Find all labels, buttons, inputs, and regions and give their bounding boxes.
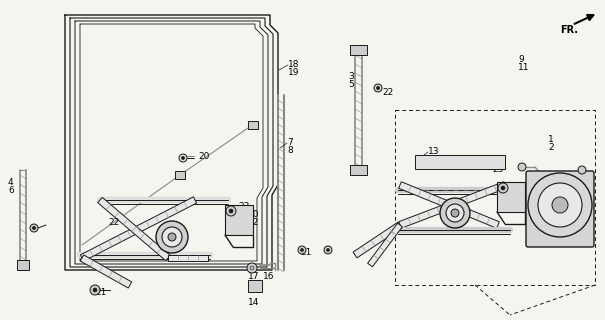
Text: 5: 5 [348, 80, 354, 89]
Text: 7: 7 [287, 138, 293, 147]
Polygon shape [80, 255, 132, 288]
Text: 18: 18 [288, 60, 299, 69]
Text: 23: 23 [238, 202, 249, 211]
FancyBboxPatch shape [350, 165, 367, 175]
Text: 13: 13 [428, 147, 439, 156]
Text: 22: 22 [382, 88, 393, 97]
Text: FR.: FR. [560, 25, 578, 35]
Circle shape [229, 209, 233, 213]
Polygon shape [168, 255, 208, 261]
FancyBboxPatch shape [497, 182, 525, 212]
Polygon shape [98, 197, 170, 261]
Text: 10: 10 [248, 210, 260, 219]
Text: 19: 19 [288, 68, 299, 77]
Text: 21: 21 [95, 288, 106, 297]
Circle shape [90, 285, 100, 295]
Polygon shape [368, 223, 402, 267]
Polygon shape [399, 182, 506, 228]
Circle shape [93, 288, 97, 292]
Circle shape [168, 233, 176, 241]
Circle shape [250, 266, 254, 270]
Text: 22: 22 [108, 218, 119, 227]
Text: 8: 8 [287, 146, 293, 155]
Text: 6: 6 [8, 186, 14, 195]
Polygon shape [399, 182, 499, 228]
FancyBboxPatch shape [175, 171, 185, 179]
Text: 23: 23 [492, 165, 503, 174]
Text: 14: 14 [248, 298, 260, 307]
Circle shape [446, 204, 464, 222]
Text: 3: 3 [348, 72, 354, 81]
FancyBboxPatch shape [526, 171, 594, 247]
Text: 11: 11 [518, 63, 529, 72]
Circle shape [528, 173, 592, 237]
FancyBboxPatch shape [248, 280, 262, 292]
Polygon shape [80, 197, 197, 261]
Circle shape [440, 198, 470, 228]
Text: 1: 1 [548, 135, 554, 144]
Text: 21: 21 [300, 248, 312, 257]
Circle shape [179, 154, 187, 162]
Circle shape [538, 183, 582, 227]
Text: 20: 20 [198, 152, 209, 161]
Circle shape [498, 183, 508, 193]
Circle shape [156, 221, 188, 253]
Circle shape [162, 227, 182, 247]
FancyBboxPatch shape [350, 45, 367, 55]
Text: 17: 17 [248, 272, 260, 281]
Circle shape [182, 156, 185, 159]
Circle shape [226, 206, 236, 216]
Text: 16: 16 [263, 272, 275, 281]
Text: 12: 12 [248, 218, 260, 227]
Text: 15: 15 [428, 155, 439, 164]
Circle shape [30, 224, 38, 232]
Circle shape [578, 166, 586, 174]
Bar [415, 155, 505, 169]
Circle shape [324, 246, 332, 254]
Circle shape [374, 84, 382, 92]
Circle shape [301, 249, 304, 252]
Text: 2: 2 [548, 143, 554, 152]
Text: 9: 9 [518, 55, 524, 64]
FancyBboxPatch shape [248, 121, 258, 129]
FancyBboxPatch shape [17, 260, 29, 270]
Circle shape [518, 163, 526, 171]
Circle shape [33, 227, 36, 229]
FancyBboxPatch shape [225, 205, 253, 235]
Text: 4: 4 [8, 178, 14, 187]
Circle shape [451, 209, 459, 217]
Polygon shape [353, 222, 402, 258]
Circle shape [247, 263, 257, 273]
Circle shape [552, 197, 568, 213]
Circle shape [298, 246, 306, 254]
Circle shape [501, 186, 505, 190]
Circle shape [327, 249, 330, 252]
Circle shape [376, 86, 379, 90]
